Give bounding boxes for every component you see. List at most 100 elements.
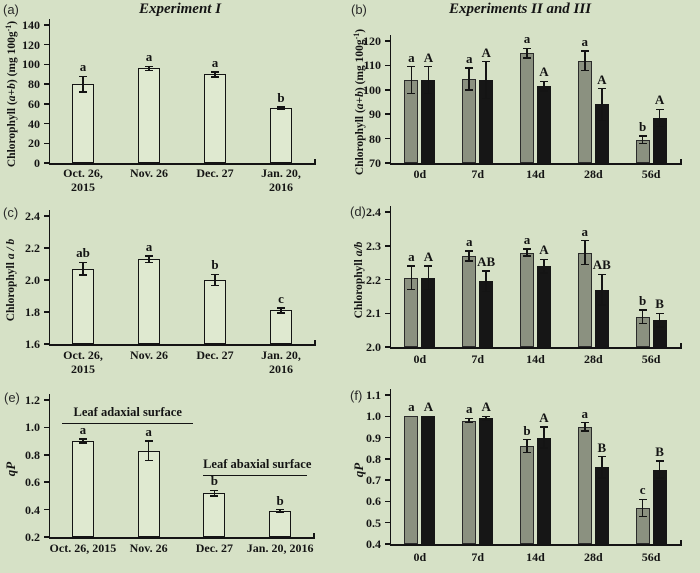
plot-area-e: 0.2 0.4 0.6 0.8 1.0 1.2 qP Oct. 26, 2015 a Nov. 2… [0, 385, 350, 573]
y-tick [384, 278, 390, 281]
y-axis-label-part: Chlorophyll ( [354, 109, 366, 176]
error-bar-cap [211, 76, 219, 78]
error-bar-line [543, 81, 545, 91]
error-bar-cap [144, 459, 153, 462]
x-category-label: Oct. 26, 2015 [49, 541, 117, 555]
y-axis-label-part: + [354, 96, 366, 104]
y-tick-label: 120 [22, 37, 40, 52]
y-tick [384, 458, 390, 460]
significance-letter: a [79, 422, 87, 438]
significance-letter: a [465, 50, 473, 66]
significance-letter: b [638, 292, 647, 308]
y-tick-label: 2.2 [25, 241, 40, 255]
y-tick-label: 0.9 [366, 430, 381, 445]
bar [479, 281, 494, 347]
y-tick-label: 2.2 [366, 272, 381, 287]
significance-letter: B [655, 443, 664, 459]
y-axis-line [48, 394, 50, 539]
error-bar-cap [465, 417, 474, 420]
x-category-label: Oct. 26, 2015 [63, 348, 103, 377]
error-bar-cap [277, 108, 285, 110]
error-bar-line [601, 274, 603, 305]
error-bar-cap [211, 284, 219, 287]
y-tick-label: 1.6 [25, 337, 40, 351]
bar [462, 420, 477, 544]
panel-letter-c: (c) [3, 205, 19, 220]
error-bar-cap [523, 57, 531, 59]
y-tick [384, 211, 390, 213]
y-axis-label-part: qP [351, 462, 366, 477]
bar [594, 289, 609, 347]
error-bar-cap [210, 489, 219, 492]
significance-letter: a [145, 239, 153, 254]
panel-letter-e: (e) [4, 390, 20, 405]
error-bar-cap [424, 65, 433, 68]
y-tick-label: 0.8 [366, 451, 381, 466]
y-tick [384, 245, 390, 247]
error-bar-cap [276, 511, 285, 514]
y-axis-label-part: -1 [4, 24, 13, 32]
error-bar-cap [540, 90, 548, 92]
y-axis-label: Chlorophyll (a+b) (mg 100g-1) [352, 29, 366, 175]
significance-letter: c [278, 291, 284, 306]
x-category-label: 14d [526, 550, 545, 564]
significance-letter: a [465, 233, 473, 249]
bar [138, 68, 160, 163]
y-tick [384, 40, 390, 42]
y-tick-label: 100 [363, 82, 381, 97]
x-category-label: 0d [413, 167, 427, 181]
error-bar-line [280, 106, 282, 109]
bar [203, 493, 226, 537]
error-bar-cap [145, 261, 153, 264]
bar [204, 280, 226, 344]
significance-letter: b [277, 89, 285, 105]
error-bar-line [584, 50, 586, 71]
bar [520, 446, 534, 544]
significance-letter: a [408, 399, 415, 415]
error-bar-cap [597, 304, 606, 306]
x-axis-end-tick [680, 540, 682, 544]
error-bar-line [82, 76, 84, 93]
significance-letter: B [655, 296, 664, 312]
error-bar-cap [482, 60, 491, 63]
error-bar-line [641, 136, 644, 144]
y-tick-label: 2.4 [366, 205, 381, 219]
error-bar-cap [482, 270, 491, 272]
bar [537, 266, 551, 347]
y-tick [384, 500, 390, 503]
y-tick-label: 2.3 [366, 238, 381, 253]
significance-letter: a [145, 424, 152, 440]
y-tick [43, 142, 49, 145]
error-bar-cap [580, 421, 589, 424]
error-bar-line [427, 66, 430, 94]
error-bar-line [148, 256, 150, 263]
error-bar-line [279, 509, 281, 513]
error-bar-cap [580, 263, 589, 266]
y-axis-line [389, 35, 391, 165]
y-axis-label-part: b [354, 91, 366, 97]
significance-letter: A [539, 409, 549, 425]
y-tick-label: 140 [22, 18, 40, 32]
significance-letter: b [523, 422, 531, 438]
error-bar-cap [79, 75, 87, 77]
error-bar-cap [465, 89, 474, 91]
significance-letter: a [79, 59, 87, 75]
y-tick [384, 346, 390, 348]
bar [520, 252, 534, 347]
error-bar-line [468, 418, 470, 423]
panel-f: (f) 0.4 0.5 0.6 0.7 0.8 0.9 1.0 1.1 qP 0d a A 7d a A 14… [350, 385, 700, 573]
error-bar-cap [145, 69, 153, 72]
significance-letter: b [638, 119, 647, 135]
y-tick [43, 311, 49, 313]
y-tick-label: 1.0 [366, 409, 381, 424]
annotation-label: Leaf adaxial surface [73, 404, 182, 419]
x-axis-end-tick [313, 533, 315, 537]
error-bar-cap [145, 65, 153, 68]
significance-letter: a [581, 33, 589, 49]
y-tick [43, 215, 49, 217]
plot-area-d: 2.0 2.1 2.2 2.3 2.4 Chlorophyll a/b 0d a A 7d a AB 1… [350, 190, 700, 385]
y-tick [384, 479, 390, 481]
x-axis-line [389, 544, 682, 546]
error-bar-cap [638, 309, 647, 311]
x-category-label: Dec. 27 [196, 166, 234, 180]
